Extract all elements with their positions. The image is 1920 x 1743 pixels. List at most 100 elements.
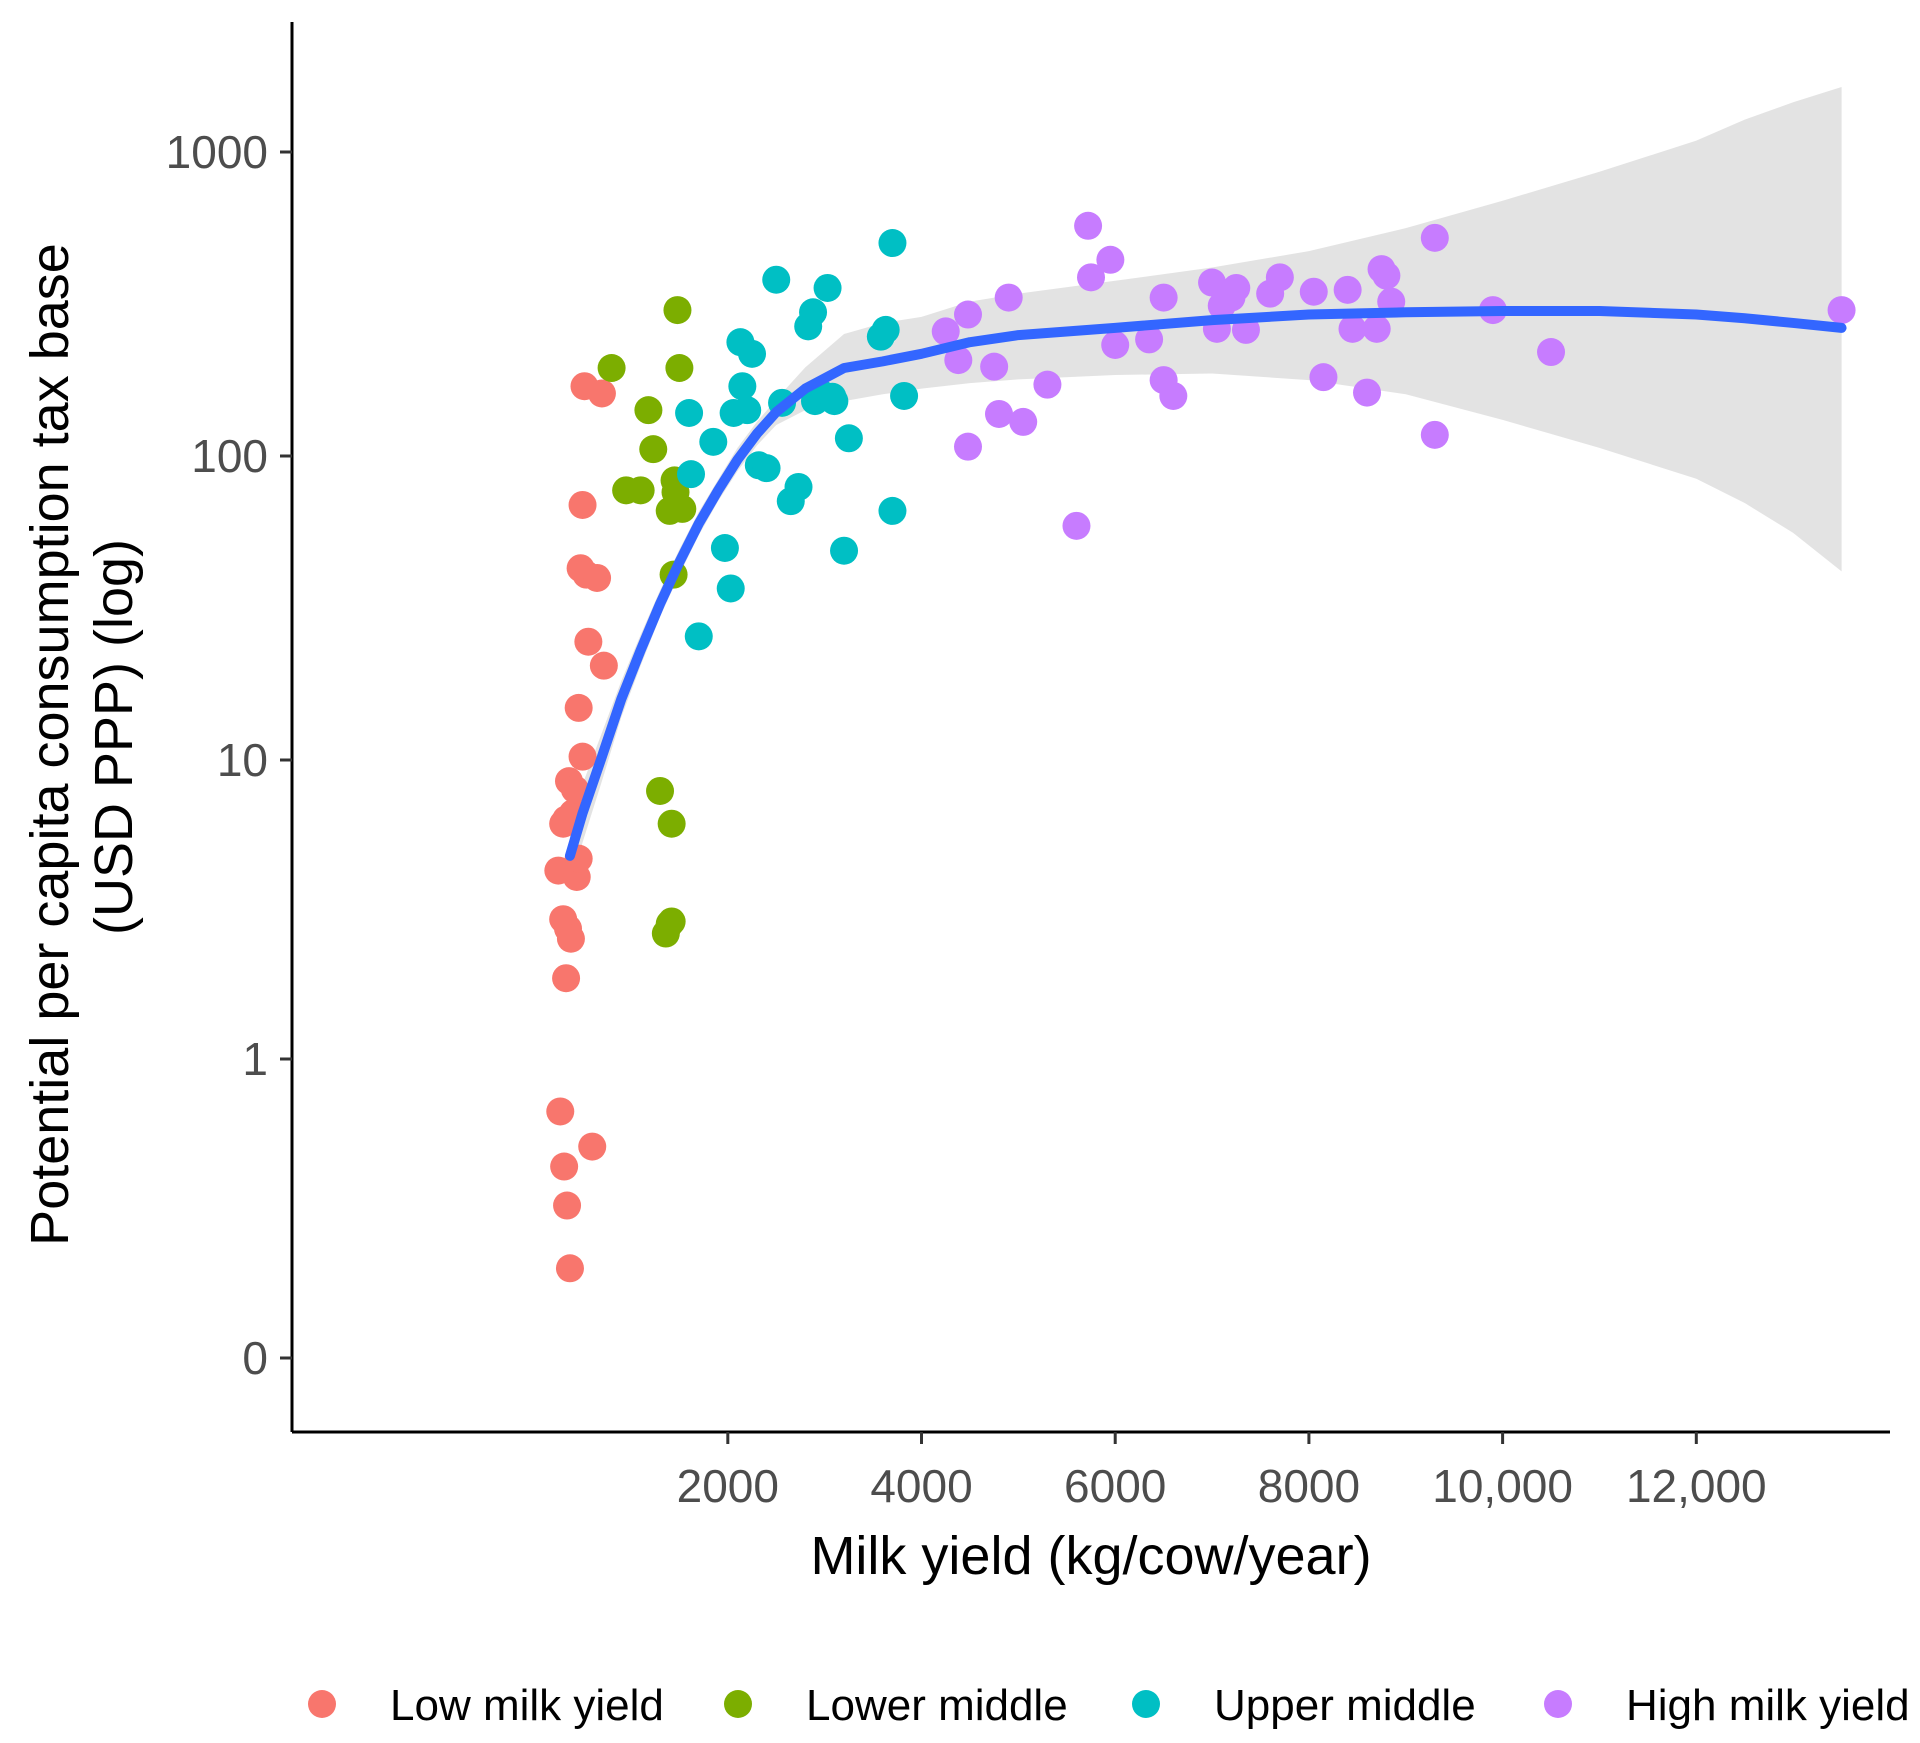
point-series-3-18: [1198, 268, 1227, 297]
point-series-2-30: [733, 396, 762, 425]
point-series-0-22: [583, 563, 612, 592]
point-series-2-9: [738, 339, 767, 368]
point-series-3-15: [1149, 283, 1178, 312]
point-series-3-6: [994, 283, 1023, 312]
y-tick-label: 100: [191, 430, 268, 482]
fit-line: [564, 305, 1847, 861]
point-series-0-1: [546, 1097, 575, 1126]
x-tick-label: 10,000: [1432, 1460, 1573, 1512]
point-series-3-35: [1420, 223, 1449, 252]
y-axis-title-line-2: (USD PPP) (log): [84, 539, 144, 935]
point-series-3-12: [1096, 245, 1125, 274]
point-series-2-19: [813, 273, 842, 302]
point-series-3-38: [1537, 338, 1566, 367]
point-series-0-20: [574, 627, 603, 656]
y-tick-label: 0: [242, 1332, 268, 1384]
legend-swatch-1: [724, 1690, 752, 1718]
y-axis-title: Potential per capita consumption tax bas…: [20, 228, 144, 1246]
point-series-3-3: [954, 432, 983, 461]
y-tick-label: 10: [217, 734, 268, 786]
x-tick-label: 12,000: [1626, 1460, 1767, 1512]
point-series-3-39: [1827, 296, 1856, 325]
point-series-2-29: [820, 387, 849, 416]
point-series-0-6: [553, 1191, 582, 1220]
point-series-0-16: [568, 742, 597, 771]
point-series-0-5: [552, 964, 581, 993]
point-series-3-4: [980, 352, 1009, 381]
point-series-3-13: [1101, 330, 1130, 359]
point-series-2-0: [675, 398, 704, 427]
point-series-1-13: [663, 296, 692, 325]
y-tick-label: 1: [242, 1033, 268, 1085]
point-series-3-33: [1372, 261, 1401, 290]
x-tick-label: 6000: [1064, 1460, 1166, 1512]
point-series-3-9: [1062, 511, 1091, 540]
tick-labels-layer: 2000 4000 6000 8000 10,000 12,000 0 1 10 100 1000: [166, 126, 1767, 1512]
legend-label-1: Lower middle: [806, 1681, 1068, 1730]
point-series-1-9: [657, 809, 686, 838]
point-series-3-26: [1299, 277, 1328, 306]
point-series-0-4: [550, 1152, 579, 1181]
point-series-2-17: [799, 298, 828, 327]
x-tick-label: 8000: [1258, 1460, 1360, 1512]
legend-swatch-2: [1132, 1690, 1160, 1718]
point-series-0-9: [555, 1254, 584, 1283]
point-series-3-22: [1222, 273, 1251, 302]
point-series-1-5: [646, 776, 675, 805]
fit-line-layer: [564, 305, 1847, 861]
point-series-2-15: [784, 472, 813, 501]
point-series-2-11: [752, 454, 781, 483]
point-series-3-1: [944, 346, 973, 375]
point-series-3-8: [1033, 370, 1062, 399]
point-series-1-15: [668, 494, 697, 523]
legend: Low milk yield Lower middle Upper middle Hi…: [308, 1681, 1910, 1730]
point-series-3-29: [1338, 314, 1367, 343]
confidence-band: [569, 87, 1842, 891]
point-series-3-5: [984, 399, 1013, 428]
point-series-2-8: [728, 372, 757, 401]
legend-label-2: Upper middle: [1214, 1681, 1476, 1730]
x-axis-title: Milk yield (kg/cow/year): [810, 1526, 1371, 1586]
point-series-0-26: [552, 805, 581, 834]
point-series-2-2: [684, 622, 713, 651]
point-series-3-17: [1159, 381, 1188, 410]
point-series-3-31: [1362, 314, 1391, 343]
point-series-2-25: [878, 229, 907, 258]
point-series-2-27: [890, 381, 919, 410]
point-series-2-21: [830, 536, 859, 565]
point-series-1-0: [597, 353, 626, 382]
point-series-2-4: [710, 533, 739, 562]
point-series-2-26: [878, 496, 907, 525]
point-series-1-3: [634, 396, 663, 425]
axes-layer: [280, 22, 1890, 1444]
point-series-3-36: [1420, 420, 1449, 449]
y-tick-label: 1000: [166, 126, 268, 178]
legend-label-3: High milk yield: [1626, 1681, 1910, 1730]
point-series-1-2: [626, 476, 655, 505]
point-series-3-30: [1353, 378, 1382, 407]
point-series-0-17: [568, 490, 597, 519]
point-series-3-2: [954, 300, 983, 329]
point-series-0-10: [556, 924, 585, 953]
point-series-3-14: [1135, 325, 1164, 354]
point-series-0-25: [564, 693, 593, 722]
point-series-0-21: [578, 1132, 607, 1161]
point-series-3-10: [1074, 211, 1103, 240]
point-series-3-28: [1333, 275, 1362, 304]
confidence-band-layer: [569, 87, 1842, 891]
legend-swatch-0: [308, 1690, 336, 1718]
point-series-1-16: [655, 909, 684, 938]
point-series-2-3: [699, 427, 728, 456]
point-series-0-23: [587, 379, 616, 408]
scatter-points-layer: [544, 211, 1856, 1283]
point-series-3-27: [1309, 363, 1338, 392]
y-axis-title-line-1: Potential per capita consumption tax bas…: [20, 243, 80, 1246]
point-series-3-11: [1077, 263, 1105, 292]
point-series-2-22: [834, 424, 863, 453]
point-series-3-0: [931, 317, 960, 346]
point-series-0-24: [589, 651, 618, 680]
point-series-1-14: [665, 353, 694, 382]
point-series-3-7: [1009, 407, 1038, 436]
point-series-2-12: [762, 265, 791, 294]
